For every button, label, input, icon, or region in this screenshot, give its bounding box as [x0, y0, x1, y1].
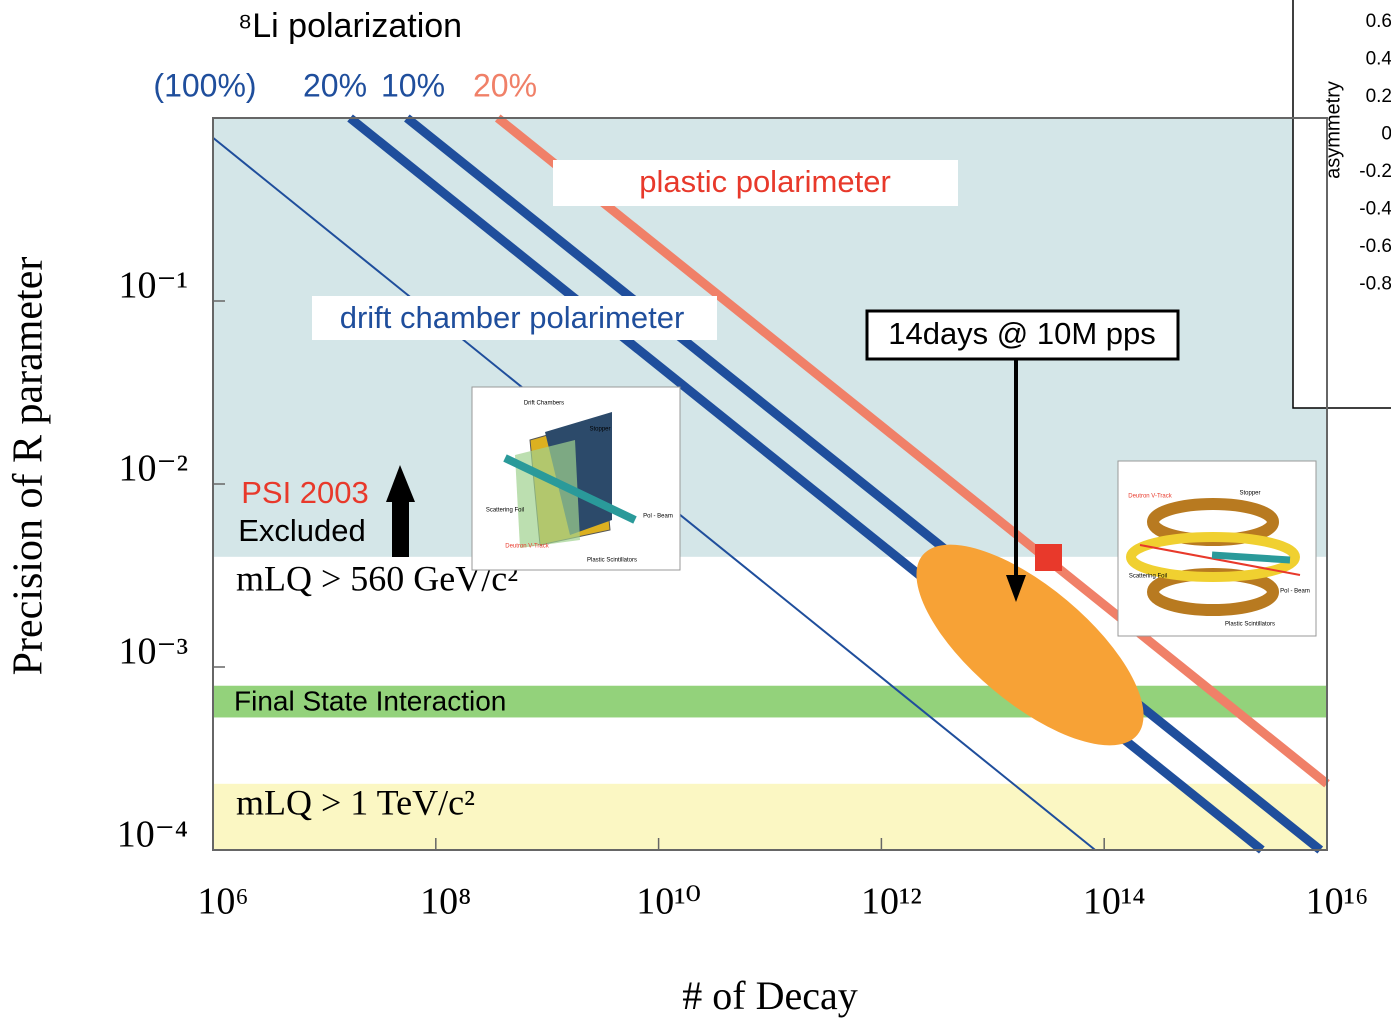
annotation: PSI 2003	[241, 475, 369, 510]
x-tick-label: 10¹⁴	[1083, 881, 1146, 923]
inset-tick-label: -0.2	[1359, 161, 1391, 182]
inset-tick-label: -0.4	[1359, 199, 1391, 220]
asymmetry-inset: asymmetry 0.6 0.4 0.2 0 -0.2 -0.4 -0.6 -0.8	[1292, 0, 1391, 409]
x-tick-label: 10¹⁶	[1306, 881, 1369, 923]
x-tick-label: 10⁶	[197, 881, 248, 923]
inset-label: Pol - Beam	[1280, 589, 1310, 595]
legend-label: 20%	[303, 67, 367, 103]
x-tick-label: 10¹²	[861, 881, 922, 923]
inset-axis-label: asymmetry	[1322, 81, 1344, 179]
label-box	[553, 160, 958, 206]
x-tick-label: 10⁸	[420, 881, 471, 923]
inset-tick-label: 0.4	[1366, 49, 1391, 70]
inset-tick-label: -0.8	[1359, 274, 1391, 295]
annotation: plastic polarimeter	[639, 164, 891, 199]
annotation: Final State Interaction	[234, 685, 506, 716]
region	[213, 783, 1327, 850]
annotation: mLQ > 1 TeV/c²	[236, 782, 475, 822]
arrow-head	[1006, 575, 1026, 602]
arrow	[392, 500, 409, 557]
label-box	[865, 309, 1180, 361]
annotation: 14days @ 10M pps	[888, 316, 1156, 351]
series-line	[494, 114, 1330, 788]
inset-label: Plastic Scintillators	[587, 558, 637, 564]
signal-ellipse	[916, 544, 1144, 746]
inset-frame	[1292, 0, 1391, 409]
x-tick-label: 10¹⁰	[636, 881, 701, 923]
detector	[515, 440, 580, 548]
inset-label: Drift Chambers	[524, 401, 564, 407]
legend-label: 10%	[381, 67, 445, 103]
y-tick-label: 10⁻⁴	[117, 814, 188, 856]
inset-label: Scattering Foil	[1129, 574, 1167, 580]
inset-label: Stopper	[589, 427, 610, 433]
inset-label: Deutron V-Track	[1128, 494, 1172, 500]
marker-square	[1035, 544, 1062, 571]
chart-title: ⁸Li polarization	[238, 7, 462, 45]
inset-label: Deutron V-Track	[505, 544, 549, 550]
inset-label: Pol - Beam	[643, 514, 673, 520]
label-box	[312, 296, 717, 340]
annotation: drift chamber polarimeter	[340, 300, 685, 335]
inset-tick-label: 0	[1381, 124, 1391, 145]
y-axis-label: Precision of R parameter	[6, 257, 52, 676]
x-axis-label: # of Decay	[682, 973, 857, 1018]
y-tick-label: 10⁻³	[119, 631, 188, 673]
annotation: mLQ > 560 GeV/c²	[236, 558, 518, 598]
series-line	[404, 114, 1324, 854]
beam-pipe	[503, 454, 637, 524]
track	[1139, 544, 1301, 576]
annotation: Excluded	[238, 513, 366, 548]
arrow-head	[386, 465, 415, 502]
legend-label: (100%)	[153, 67, 256, 103]
inset-label: Stopper	[1239, 491, 1260, 497]
beam-pipe	[1211, 551, 1291, 564]
y-tick-label: 10⁻¹	[119, 265, 188, 307]
inset-label: Plastic Scintillators	[1225, 622, 1275, 628]
left-inset: Drift Chambers Stopper Scattering Foil P…	[471, 386, 681, 571]
inset-label: Scattering Foil	[486, 508, 524, 514]
legend-label: 20%	[473, 67, 537, 103]
right-inset: Deutron V-Track Stopper Scattering Foil …	[1117, 460, 1317, 637]
detector	[1126, 532, 1300, 582]
y-tick-label: 10⁻²	[119, 448, 188, 490]
inset-tick-label: -0.6	[1359, 236, 1391, 257]
inset-tick-label: 0.2	[1366, 86, 1391, 107]
inset-tick-label: 0.6	[1366, 11, 1391, 32]
